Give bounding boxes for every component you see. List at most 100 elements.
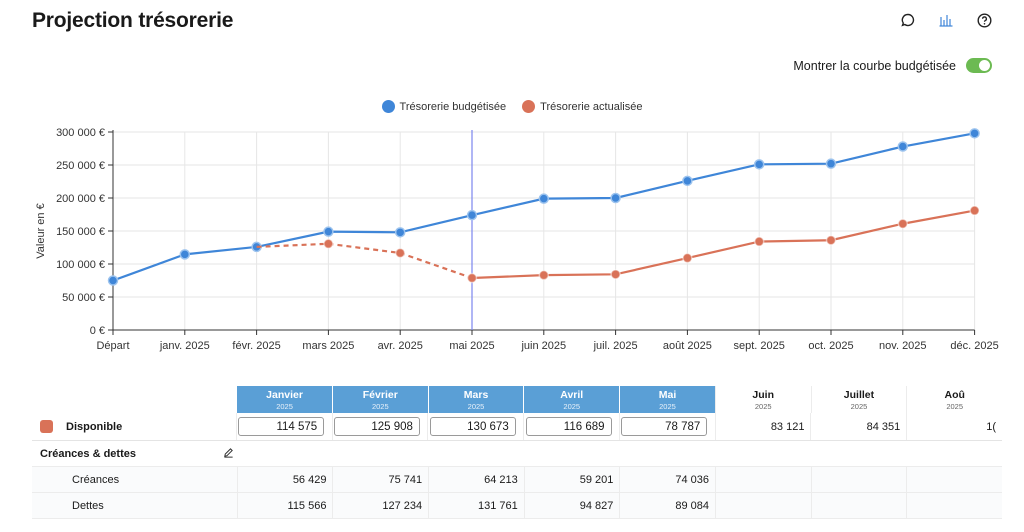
row-value[interactable] [906, 493, 1002, 518]
budget-curve-switch[interactable] [966, 58, 992, 73]
row-label: Dettes [72, 499, 104, 512]
row-value[interactable] [715, 493, 811, 518]
row-value[interactable] [810, 467, 907, 492]
row-label: Créances [72, 473, 120, 486]
month-header: Février 2025 [331, 386, 428, 413]
row-value[interactable]: 56 429 [236, 467, 333, 492]
x-tick-label: mars 2025 [302, 340, 354, 352]
x-tick-label: avr. 2025 [378, 340, 423, 352]
month-year: 2025 [754, 401, 772, 411]
x-tick-label: oct. 2025 [808, 340, 853, 352]
month-name: Juillet [843, 388, 875, 401]
top-toolbar [900, 12, 992, 28]
help-icon[interactable] [976, 12, 992, 28]
month-name: Juin [752, 388, 775, 401]
series-point [179, 249, 191, 260]
y-tick-label: 100 000 € [56, 259, 105, 271]
series-point [825, 158, 837, 169]
table-row-section: Créances & dettes [32, 441, 1002, 467]
row-value[interactable] [715, 467, 811, 492]
edit-icon[interactable] [223, 447, 234, 461]
table-row-disponible: Disponible 114 575 125 908 130 673 116 689 7… [32, 413, 1002, 441]
month-header: Juillet 2025 [810, 386, 907, 413]
y-axis-label: Valeur en € [35, 203, 47, 258]
series-point [825, 234, 837, 246]
row-value[interactable]: 89 084 [619, 493, 715, 518]
table-row: Dettes 115 566 127 234 131 761 94 827 89 084 [32, 493, 1002, 519]
disponible-cell: 78 787 [618, 413, 715, 440]
disponible-input[interactable]: 130 673 [429, 417, 516, 436]
y-tick-label: 0 € [90, 325, 105, 337]
comment-icon[interactable] [900, 12, 916, 28]
series-point [753, 236, 765, 247]
disponible-value: 83 121 [714, 413, 811, 440]
disponible-value: 1( [906, 413, 1002, 440]
month-header: Avril 2025 [523, 386, 620, 413]
row-value[interactable]: 75 741 [332, 467, 428, 492]
y-tick-label: 150 000 € [56, 226, 105, 238]
month-header: Mars 2025 [427, 386, 524, 413]
month-year: 2025 [563, 401, 581, 411]
series-point [610, 269, 621, 280]
table-row: Créances 56 429 75 741 64 213 59 201 74 036 [32, 467, 1002, 493]
x-tick-label: déc. 2025 [950, 340, 998, 352]
series-point [897, 218, 909, 229]
series-point [969, 128, 980, 139]
series-point [753, 159, 765, 170]
month-header: Janvier 2025 [236, 386, 332, 413]
disponible-input[interactable]: 78 787 [621, 417, 708, 436]
series-point [323, 238, 334, 250]
month-year: 2025 [850, 401, 868, 411]
row-value[interactable]: 94 827 [523, 493, 620, 518]
month-year: 2025 [276, 401, 293, 411]
month-header: Mai 2025 [619, 386, 715, 413]
toggle-label: Montrer la courbe budgétisée [793, 58, 956, 73]
x-tick-label: févr. 2025 [232, 340, 280, 352]
row-value[interactable] [906, 467, 1002, 492]
legend-label-budget: Trésorerie budgétisée [399, 100, 507, 113]
month-name: Mai [658, 388, 677, 401]
section-label-cell: Créances & dettes [32, 441, 244, 466]
row-value[interactable]: 64 213 [428, 467, 524, 492]
disponible-label: Disponible [66, 420, 123, 433]
legend-item-actual[interactable]: Trésorerie actualisée [522, 100, 642, 113]
month-name: Aoû [944, 388, 965, 401]
x-tick-label: nov. 2025 [879, 340, 927, 352]
bar-chart-icon[interactable] [938, 12, 954, 28]
row-value[interactable] [810, 493, 907, 518]
month-name: Mars [463, 388, 489, 401]
x-tick-label: Départ [96, 340, 129, 352]
disponible-cell: 116 689 [523, 413, 619, 440]
disponible-input[interactable]: 114 575 [238, 417, 325, 436]
disponible-input[interactable]: 116 689 [525, 417, 612, 436]
disponible-color-swatch [40, 420, 53, 433]
month-header: Juin 2025 [714, 386, 811, 413]
legend-item-budget[interactable]: Trésorerie budgétisée [381, 100, 507, 113]
series-line [471, 209, 975, 280]
x-tick-label: août 2025 [663, 340, 712, 352]
month-name: Janvier [266, 388, 303, 401]
series-point [107, 275, 119, 286]
y-tick-label: 250 000 € [56, 160, 105, 172]
series-point [466, 272, 478, 284]
row-value[interactable]: 131 761 [428, 493, 524, 518]
series-line-dashed [256, 242, 473, 280]
row-value[interactable]: 115 566 [236, 493, 333, 518]
legend-label-actual: Trésorerie actualisée [540, 100, 643, 113]
series-point [538, 193, 550, 204]
series-point [466, 209, 478, 221]
chart-legend: Trésorerie budgétisée Trésorerie actuali… [0, 100, 1024, 113]
x-tick-label: juin 2025 [520, 340, 566, 352]
month-year: 2025 [371, 401, 389, 411]
y-tick-label: 300 000 € [56, 127, 105, 139]
page-title: Projection trésorerie [32, 9, 234, 32]
x-tick-label: mai 2025 [449, 340, 494, 352]
y-tick-label: 50 000 € [62, 292, 105, 304]
series-point [323, 226, 334, 237]
series-point [394, 227, 406, 238]
month-year: 2025 [659, 401, 676, 411]
row-value[interactable]: 59 201 [523, 467, 620, 492]
row-value[interactable]: 127 234 [332, 493, 428, 518]
row-value[interactable]: 74 036 [619, 467, 715, 492]
disponible-input[interactable]: 125 908 [333, 417, 420, 436]
